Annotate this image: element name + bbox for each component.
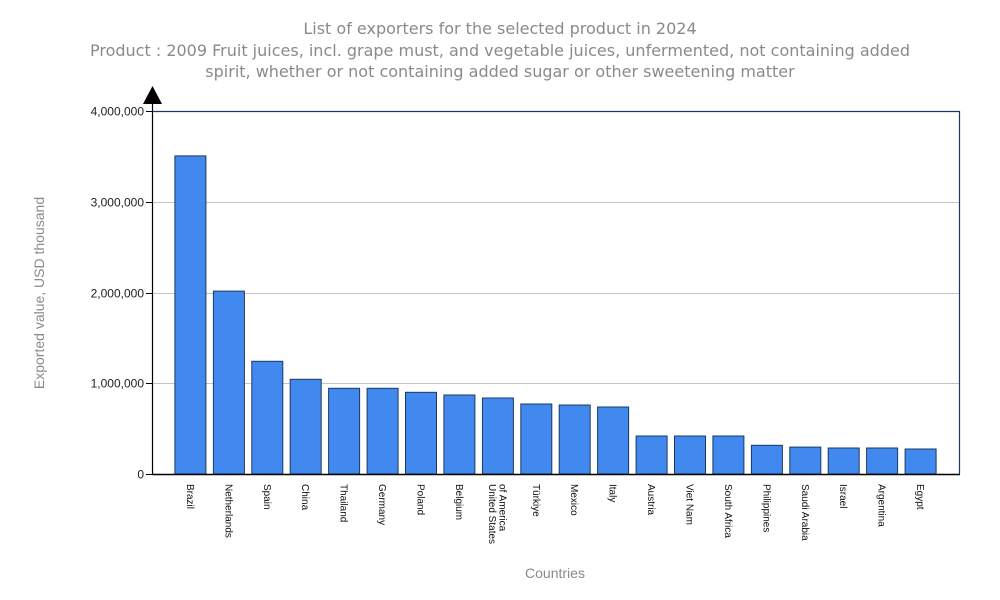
x-tick-label: Philippines bbox=[760, 484, 771, 532]
x-tick-label: China bbox=[299, 484, 310, 511]
bar-argentina bbox=[866, 447, 899, 475]
bar-philippines bbox=[750, 444, 783, 475]
bar-t-rkiye bbox=[520, 403, 553, 475]
x-tick-label: Israel bbox=[837, 484, 848, 508]
x-tick-label: Viet Nam bbox=[684, 484, 695, 525]
bar-italy bbox=[597, 406, 630, 475]
y-axis-arrow-icon bbox=[143, 86, 162, 104]
y-tick-label: 3,000,000 bbox=[91, 196, 145, 210]
bar-israel bbox=[827, 447, 860, 475]
bar-netherlands bbox=[212, 290, 245, 475]
bar-thailand bbox=[328, 387, 361, 475]
x-tick-label: Saudi Arabia bbox=[799, 484, 810, 541]
x-tick-label: Germany bbox=[376, 484, 387, 525]
bars bbox=[174, 155, 937, 475]
y-tick-labels: 0 1,000,000 2,000,000 3,000,000 4,000,000 bbox=[91, 105, 145, 482]
bar-belgium bbox=[443, 394, 476, 475]
gridlines bbox=[152, 202, 959, 384]
bar-spain bbox=[251, 360, 284, 475]
x-tick-label: Belgium bbox=[453, 484, 464, 520]
x-tick-label: Austria bbox=[645, 484, 656, 516]
y-tick-label: 1,000,000 bbox=[91, 377, 145, 391]
bar-germany bbox=[366, 387, 399, 475]
x-tick-label: Spain bbox=[261, 484, 272, 510]
x-tick-label: Brazil bbox=[184, 484, 195, 509]
x-tick-label: Egypt bbox=[914, 484, 925, 510]
bar-egypt bbox=[904, 448, 937, 475]
x-tick-label: United States bbox=[486, 484, 497, 544]
bar-china bbox=[289, 378, 322, 475]
x-tick-label: South Africa bbox=[722, 484, 733, 538]
x-tick-label: Thailand bbox=[338, 484, 349, 522]
x-tick-label: of America bbox=[497, 484, 508, 532]
bar-poland bbox=[405, 391, 437, 475]
axes bbox=[143, 86, 961, 476]
bar-saudi-arabia bbox=[789, 446, 822, 475]
bar-austria bbox=[635, 435, 668, 475]
x-tick-label: Poland bbox=[415, 484, 426, 515]
x-axis-title: Countries bbox=[525, 565, 585, 581]
y-tick-label: 0 bbox=[137, 468, 144, 482]
x-tick-label: Türkiye bbox=[530, 484, 541, 517]
x-tick-label: Mexico bbox=[568, 484, 579, 516]
x-tick-labels: Brazil Netherlands Spain China Thailand Germa… bbox=[184, 484, 925, 544]
y-axis-title: Exported value, USD thousand bbox=[31, 197, 47, 389]
chart-title: List of exporters for the selected produ… bbox=[303, 19, 697, 38]
bar-brazil bbox=[174, 155, 207, 475]
x-tick-label: Argentina bbox=[876, 484, 887, 527]
x-tick-label: Italy bbox=[607, 484, 618, 502]
chart-subtitle-line-1: Product : 2009 Fruit juices, incl. grape… bbox=[90, 40, 910, 60]
y-tick-label: 2,000,000 bbox=[91, 287, 145, 301]
y-tick-label: 4,000,000 bbox=[91, 105, 145, 119]
x-tick-label: Netherlands bbox=[222, 484, 233, 538]
chart-title-block: List of exporters for the selected produ… bbox=[0, 18, 1000, 83]
bar-south-africa bbox=[712, 435, 745, 475]
bar-viet-nam bbox=[674, 435, 706, 475]
chart-subtitle-line-2: spirit, whether or not containing added … bbox=[205, 62, 795, 81]
bar-mexico bbox=[558, 404, 591, 475]
bar-united-states-of-america bbox=[481, 397, 514, 475]
